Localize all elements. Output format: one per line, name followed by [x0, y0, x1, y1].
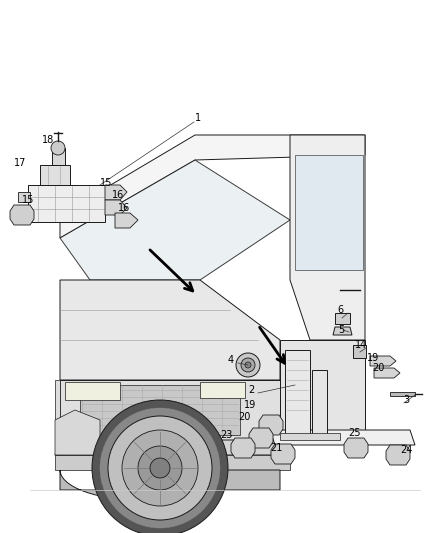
- Text: 15: 15: [22, 195, 34, 205]
- Circle shape: [100, 408, 220, 528]
- Text: 15: 15: [100, 178, 113, 188]
- Polygon shape: [370, 356, 396, 366]
- Polygon shape: [60, 470, 280, 500]
- Polygon shape: [52, 148, 65, 165]
- Polygon shape: [105, 200, 127, 215]
- Text: 23: 23: [220, 430, 233, 440]
- Polygon shape: [105, 185, 127, 200]
- Text: 18: 18: [42, 135, 54, 145]
- Polygon shape: [231, 438, 255, 458]
- Text: 5: 5: [338, 325, 344, 335]
- Text: 25: 25: [348, 428, 360, 438]
- Text: 20: 20: [372, 363, 385, 373]
- Text: 3: 3: [403, 395, 409, 405]
- Text: 19: 19: [244, 400, 256, 410]
- Polygon shape: [18, 192, 30, 202]
- Polygon shape: [374, 368, 400, 378]
- Polygon shape: [280, 433, 340, 440]
- Polygon shape: [280, 340, 365, 440]
- Text: 20: 20: [238, 412, 251, 422]
- Polygon shape: [290, 135, 365, 340]
- Circle shape: [150, 458, 170, 478]
- Polygon shape: [60, 160, 290, 280]
- Polygon shape: [10, 205, 34, 225]
- Text: 1: 1: [195, 113, 201, 123]
- Polygon shape: [200, 382, 245, 398]
- Circle shape: [92, 400, 228, 533]
- Text: 16: 16: [118, 203, 130, 213]
- Circle shape: [51, 141, 65, 155]
- Text: 21: 21: [270, 443, 283, 453]
- Polygon shape: [28, 185, 105, 222]
- Polygon shape: [390, 392, 415, 396]
- Text: 4: 4: [228, 355, 234, 365]
- Text: 17: 17: [14, 158, 26, 168]
- Polygon shape: [55, 380, 60, 455]
- Polygon shape: [55, 455, 290, 470]
- Polygon shape: [249, 428, 273, 448]
- Polygon shape: [65, 382, 120, 400]
- Circle shape: [138, 446, 182, 490]
- Polygon shape: [55, 410, 100, 455]
- Polygon shape: [60, 280, 280, 380]
- Text: 16: 16: [112, 190, 124, 200]
- Circle shape: [236, 353, 260, 377]
- Polygon shape: [353, 345, 366, 358]
- Polygon shape: [312, 370, 327, 435]
- Polygon shape: [271, 444, 295, 464]
- Polygon shape: [80, 385, 240, 435]
- Polygon shape: [115, 213, 138, 228]
- Polygon shape: [60, 135, 365, 238]
- Text: 24: 24: [400, 445, 412, 455]
- Text: 19: 19: [367, 353, 379, 363]
- Circle shape: [122, 430, 198, 506]
- Polygon shape: [40, 165, 70, 185]
- Circle shape: [153, 413, 177, 437]
- Polygon shape: [270, 430, 415, 445]
- Circle shape: [241, 358, 255, 372]
- Polygon shape: [259, 415, 283, 435]
- Text: 2: 2: [248, 385, 254, 395]
- Circle shape: [245, 362, 251, 368]
- Polygon shape: [335, 313, 350, 324]
- Circle shape: [108, 416, 212, 520]
- Text: 6: 6: [337, 305, 343, 315]
- Polygon shape: [55, 440, 290, 455]
- Polygon shape: [285, 350, 310, 435]
- Polygon shape: [386, 445, 410, 465]
- Polygon shape: [344, 438, 368, 458]
- Polygon shape: [333, 327, 352, 335]
- Circle shape: [147, 407, 183, 443]
- Polygon shape: [60, 380, 280, 440]
- Polygon shape: [295, 155, 363, 270]
- Text: 14: 14: [355, 340, 367, 350]
